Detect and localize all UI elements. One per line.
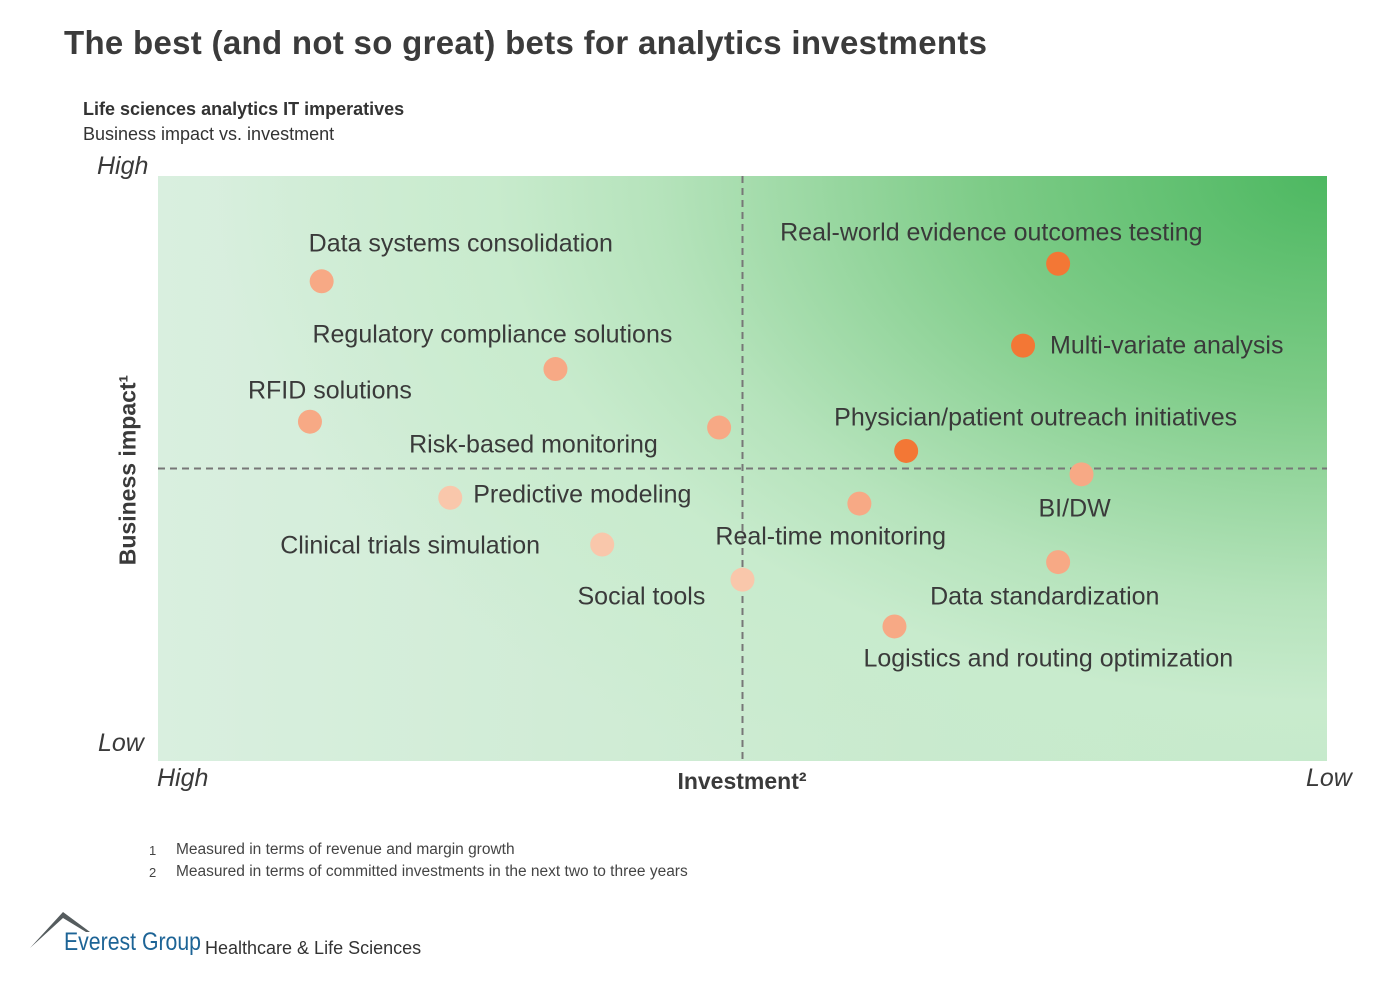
data-point: [438, 485, 463, 510]
x-axis-low-label: Low: [1306, 764, 1352, 792]
y-axis-title: Business impact¹: [114, 374, 141, 566]
point-label: Physician/patient outreach initiatives: [834, 403, 1238, 432]
point-label: Logistics and routing optimization: [863, 644, 1234, 673]
data-point: [1011, 333, 1036, 358]
point-label: Risk-based monitoring: [409, 430, 658, 459]
page-title: The best (and not so great) bets for ana…: [64, 24, 988, 61]
data-point: [1046, 251, 1071, 276]
data-point: [894, 438, 919, 463]
data-point: [707, 415, 732, 440]
point-label: RFID solutions: [247, 376, 412, 405]
point-label: Social tools: [577, 582, 706, 611]
point-label: Clinical trials simulation: [280, 531, 541, 560]
data-point: [543, 357, 568, 382]
logo-division: Healthcare & Life Sciences: [205, 938, 422, 958]
point-label: Multi-variate analysis: [1050, 331, 1284, 360]
data-point: [847, 491, 872, 516]
y-axis-low-label: Low: [98, 729, 144, 757]
x-axis-title: Investment²: [677, 768, 807, 794]
chart-subtitle-secondary: Business impact vs. investment: [83, 124, 335, 144]
footnote-number: 2: [149, 865, 157, 880]
data-point: [1069, 462, 1094, 487]
point-label: Real-world evidence outcomes testing: [780, 218, 1203, 247]
data-point: [882, 614, 907, 639]
footnote-text: Measured in terms of revenue and margin …: [176, 841, 515, 858]
footnote-text: Measured in terms of committed investmen…: [176, 863, 688, 880]
point-label: Predictive modeling: [473, 480, 692, 509]
mountain-logo-icon: [30, 912, 90, 948]
x-axis-high-label: High: [157, 764, 209, 792]
data-point: [730, 567, 755, 592]
y-axis-high-label: High: [97, 152, 149, 180]
data-point: [590, 532, 615, 557]
data-point: [297, 409, 322, 434]
point-label: BI/DW: [1038, 494, 1111, 523]
chart-subtitle: Life sciences analytics IT imperatives: [83, 99, 405, 119]
data-point: [1046, 550, 1071, 575]
footnote-number: 1: [149, 843, 157, 858]
logo-company-name: Everest Group: [64, 928, 202, 956]
point-label: Real-time monitoring: [715, 522, 947, 551]
point-label: Data standardization: [930, 582, 1160, 611]
data-point: [309, 269, 334, 294]
point-label: Data systems consolidation: [308, 229, 613, 258]
point-label: Regulatory compliance solutions: [312, 320, 673, 349]
